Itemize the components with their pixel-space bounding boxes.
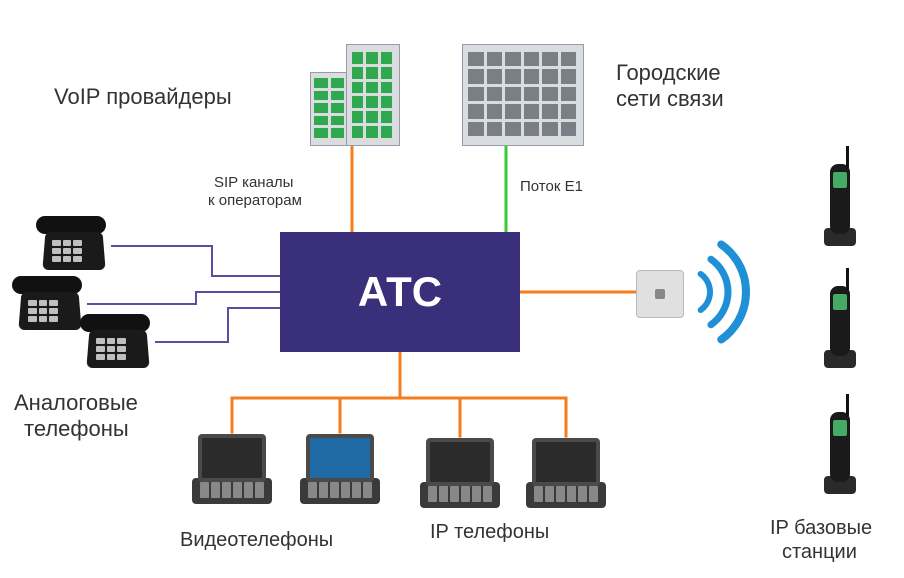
wifi-wave-icon	[711, 259, 728, 325]
ip-phone-icon	[416, 434, 506, 512]
atc-node: АТС	[280, 232, 520, 352]
analog-phone-icon	[78, 310, 158, 370]
wifi-wave-icon	[721, 244, 746, 339]
label-e1-stream: Поток E1	[520, 178, 583, 196]
label-voip-providers: VoIP провайдеры	[54, 84, 232, 110]
cordless-handset-icon	[820, 394, 860, 494]
label-sip-channels-2: к операторам	[208, 192, 302, 210]
label-city-networks-1: Городские	[616, 60, 721, 86]
voip-provider-building-icon	[310, 44, 400, 144]
cordless-handset-icon	[820, 268, 860, 368]
label-sip-channels-1: SIP каналы	[214, 174, 293, 192]
city-network-building-icon	[462, 44, 582, 144]
label-analog-phones-1: Аналоговые	[14, 390, 138, 416]
label-videophones: Видеотелефоны	[180, 528, 333, 552]
cordless-handset-icon	[820, 146, 860, 246]
label-ip-phones: IP телефоны	[430, 520, 549, 544]
videophone-icon	[296, 430, 386, 508]
ip-phone-icon	[522, 434, 612, 512]
ip-phone-icon	[188, 430, 278, 508]
label-ip-base-2: станции	[782, 540, 857, 564]
access-point-icon	[636, 270, 684, 318]
edge	[112, 246, 280, 276]
label-city-networks-2: сети связи	[616, 86, 724, 112]
label-ip-base-1: IP базовые	[770, 516, 872, 540]
wifi-wave-icon	[701, 274, 710, 310]
analog-phone-icon	[34, 212, 114, 272]
edge	[88, 292, 280, 304]
atc-label: АТС	[358, 268, 442, 316]
label-analog-phones-2: телефоны	[24, 416, 129, 442]
edge	[156, 308, 280, 342]
